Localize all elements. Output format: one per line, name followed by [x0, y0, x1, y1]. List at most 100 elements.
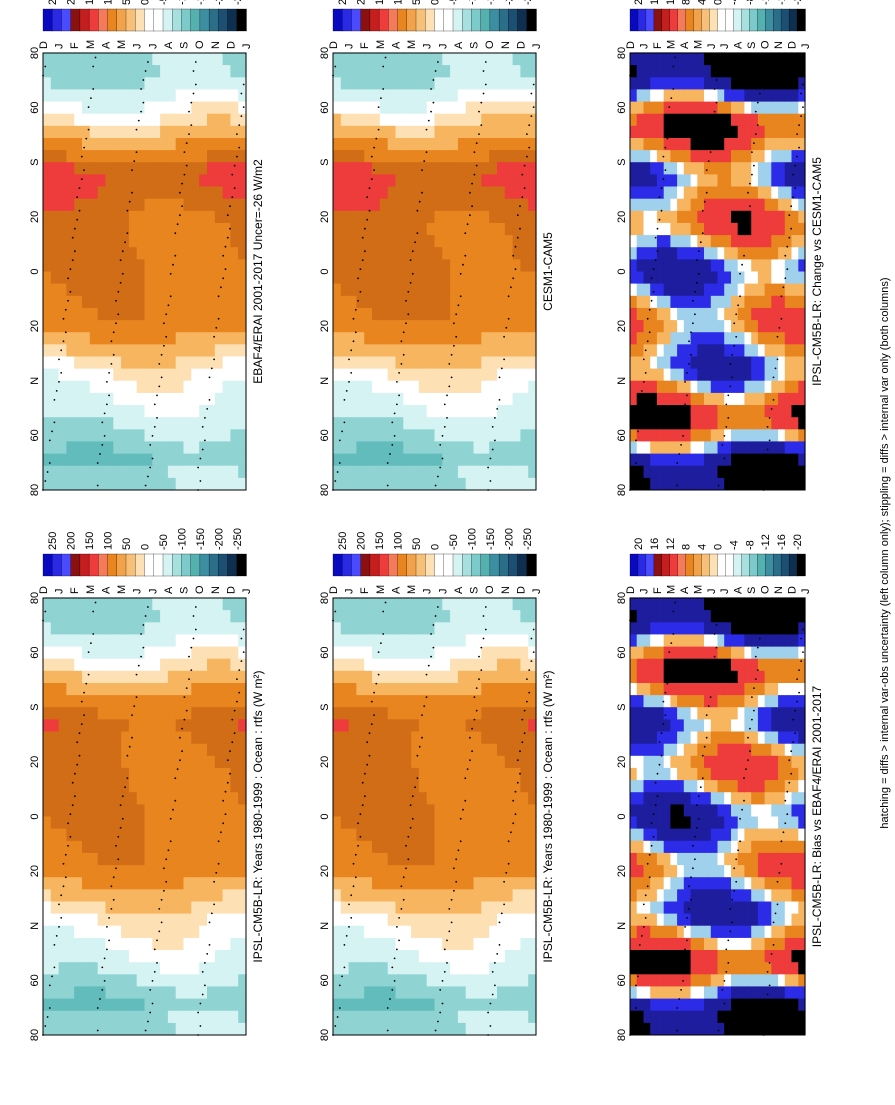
- heatmap-cell: [333, 803, 342, 817]
- heatmap-cell: [670, 828, 678, 841]
- heatmap-cell: [113, 597, 122, 611]
- heatmap-cell: [465, 453, 475, 466]
- heatmap-cell: [520, 828, 529, 841]
- heatmap-cell: [356, 477, 365, 490]
- heatmap-cell: [630, 755, 638, 768]
- heatmap-cell: [58, 368, 67, 381]
- heatmap-cell: [450, 621, 459, 635]
- heatmap-cell: [411, 888, 420, 902]
- heatmap-cell: [43, 210, 52, 223]
- heatmap-cell: [757, 658, 766, 671]
- heatmap-cell: [183, 670, 192, 683]
- heatmap-cell: [50, 973, 60, 987]
- colorbar-label: 250: [337, 532, 349, 550]
- heatmap-cell: [372, 670, 381, 683]
- heatmap-cell: [121, 270, 130, 284]
- heatmap-cell: [489, 658, 498, 671]
- heatmap-cell: [757, 937, 766, 950]
- stipple-dot: [701, 777, 704, 780]
- heatmap-cell: [434, 888, 443, 902]
- heatmap-cell: [434, 621, 443, 635]
- heatmap-cell: [348, 355, 358, 369]
- heatmap-cell: [191, 161, 200, 175]
- heatmap-cell: [356, 307, 365, 321]
- heatmap-cell: [105, 888, 114, 902]
- heatmap-cell: [643, 755, 651, 768]
- heatmap-cell: [214, 210, 224, 223]
- heatmap-cell: [724, 694, 732, 708]
- heatmap-cell: [50, 609, 60, 623]
- stipple-dot: [414, 786, 417, 789]
- heatmap-cell: [222, 1010, 232, 1023]
- stipple-dot: [766, 993, 769, 996]
- heatmap-cell: [791, 706, 799, 720]
- stipple-dot: [69, 813, 72, 816]
- stipple-dot: [723, 980, 726, 982]
- heatmap-cell: [771, 779, 779, 793]
- stipple-dot: [656, 772, 659, 775]
- heatmap-cell: [58, 985, 67, 999]
- stipple-dot: [87, 673, 90, 676]
- heatmap-cell: [731, 937, 739, 950]
- stipple-dot: [405, 844, 407, 847]
- heatmap-cell: [348, 621, 358, 635]
- heatmap-cell: [704, 828, 712, 841]
- heatmap-cell: [167, 779, 177, 793]
- heatmap-cell: [191, 852, 200, 866]
- heatmap-cell: [230, 343, 239, 357]
- heatmap-cell: [58, 392, 67, 405]
- heatmap-cell: [66, 101, 75, 114]
- heatmap-cell: [113, 1010, 122, 1023]
- stipple-dot: [484, 628, 487, 631]
- heatmap-cell: [670, 633, 678, 647]
- heatmap-cell: [356, 997, 365, 1011]
- heatmap-cell: [737, 755, 746, 768]
- heatmap-cell: [340, 355, 350, 369]
- heatmap-cell: [656, 755, 665, 768]
- heatmap-cell: [697, 658, 705, 671]
- heatmap-cell: [97, 64, 107, 78]
- heatmap-cell: [497, 731, 506, 744]
- heatmap-cell: [465, 864, 475, 878]
- heatmap-cell: [128, 246, 138, 260]
- heatmap-cell: [97, 985, 107, 999]
- heatmap-cell: [520, 767, 529, 781]
- heatmap-cell: [683, 852, 692, 866]
- heatmap-cell: [128, 380, 138, 393]
- heatmap-cell: [97, 52, 107, 66]
- heatmap-cell: [489, 368, 498, 381]
- heatmap-cell: [136, 392, 146, 405]
- heatmap-cell: [512, 949, 521, 963]
- colorbar-swatch: [425, 553, 436, 577]
- heatmap-cell: [457, 380, 467, 393]
- stipple-dot: [188, 678, 190, 680]
- heatmap-cell: [418, 828, 428, 841]
- heatmap-cell: [697, 597, 705, 611]
- heatmap-cell: [58, 234, 67, 248]
- heatmap-cell: [717, 900, 725, 914]
- heatmap-cell: [636, 900, 645, 914]
- heatmap-cell: [58, 779, 67, 793]
- heatmap-cell: [717, 973, 725, 987]
- heatmap-cell: [395, 658, 404, 671]
- heatmap-cell: [737, 743, 746, 756]
- heatmap-cell: [442, 380, 451, 393]
- heatmap-cell: [771, 949, 779, 963]
- heatmap-cell: [717, 828, 725, 841]
- heatmap-cell: [105, 767, 114, 781]
- heatmap-cell: [643, 828, 651, 841]
- heatmap-cell: [199, 828, 208, 841]
- stipple-dot: [786, 813, 789, 816]
- heatmap-cell: [136, 246, 146, 260]
- heatmap-cell: [97, 440, 107, 454]
- heatmap-cell: [175, 718, 185, 732]
- heatmap-cell: [214, 1010, 224, 1023]
- stipple-dot: [160, 921, 163, 924]
- heatmap-cell: [737, 828, 746, 841]
- stipple-dot: [190, 669, 193, 671]
- heatmap-cell: [160, 101, 169, 114]
- heatmap-cell: [364, 1022, 373, 1035]
- heatmap-cell: [191, 840, 200, 853]
- heatmap-cell: [481, 355, 490, 369]
- heatmap-cell: [50, 198, 60, 211]
